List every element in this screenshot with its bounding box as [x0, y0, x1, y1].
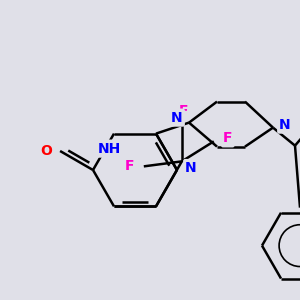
Text: F: F	[125, 159, 135, 173]
Text: NH: NH	[98, 142, 121, 156]
Text: F: F	[223, 131, 232, 146]
Text: N: N	[171, 111, 183, 124]
Text: O: O	[40, 144, 52, 158]
Text: F: F	[179, 104, 189, 118]
Text: N: N	[279, 118, 291, 132]
Text: N: N	[185, 161, 197, 175]
